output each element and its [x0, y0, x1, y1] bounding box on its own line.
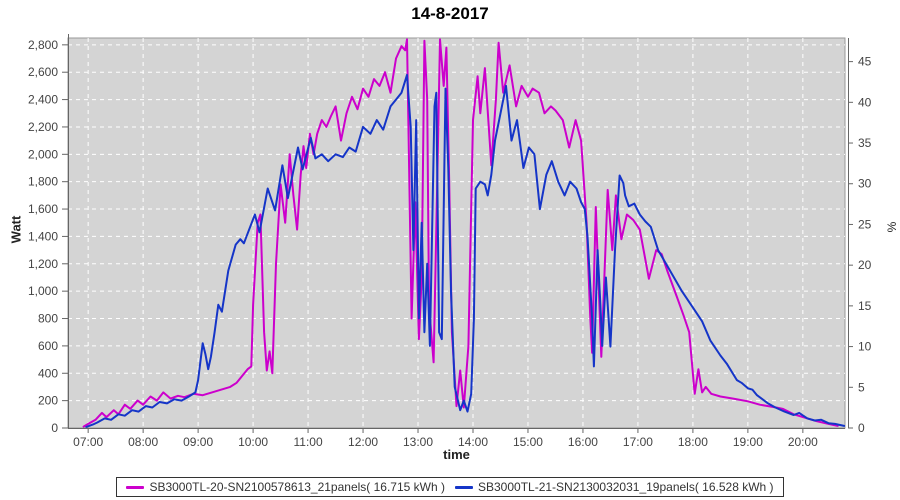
y-left-tick: 1,800 [28, 175, 58, 189]
chart-title: 14-8-2017 [411, 4, 489, 23]
y-right-tick: 20 [858, 258, 872, 272]
series-line-0 [82, 38, 839, 428]
y-right-tick: 30 [858, 177, 872, 191]
y-left-tick: 1,000 [28, 284, 58, 298]
x-tick: 15:00 [513, 435, 543, 449]
y-right-tick: 10 [858, 340, 872, 354]
y-left-tick: 600 [38, 339, 58, 353]
y-right-tick: 15 [858, 299, 872, 313]
y-right-tick: 35 [858, 136, 872, 150]
x-tick: 20:00 [788, 435, 818, 449]
y-left-tick: 0 [51, 421, 58, 435]
x-tick: 11:00 [293, 435, 322, 449]
y-left-tick: 2,600 [28, 65, 58, 79]
y-left-tick: 2,000 [28, 147, 58, 161]
x-tick: 10:00 [238, 435, 268, 449]
x-tick: 16:00 [568, 435, 598, 449]
legend-label-sb3000tl-21: SB3000TL-21-SN2130032031_19panels( 16.52… [478, 480, 774, 494]
plot-background [67, 37, 846, 429]
y-left-tick: 800 [38, 312, 58, 326]
x-axis-label: time [443, 447, 470, 462]
axes [68, 34, 849, 429]
x-tick: 07:00 [73, 435, 103, 449]
y-right-tick: 5 [858, 380, 865, 394]
tick-labels: 02004006008001,0001,2001,4001,6001,8002,… [28, 38, 872, 449]
y-left-tick: 2,800 [28, 38, 58, 52]
y-left-tick: 200 [38, 394, 58, 408]
legend-item-sb3000tl-20: SB3000TL-20-SN2100578613_21panels( 16.71… [126, 480, 445, 494]
y-right-tick: 0 [858, 421, 865, 435]
y-right-tick: 25 [858, 217, 872, 231]
x-tick: 17:00 [623, 435, 653, 449]
x-tick: 14:00 [458, 435, 488, 449]
x-tick: 09:00 [183, 435, 213, 449]
y-left-tick: 2,400 [28, 93, 58, 107]
y-right-tick: 45 [858, 55, 872, 69]
x-tick: 19:00 [733, 435, 763, 449]
legend: SB3000TL-20-SN2100578613_21panels( 16.71… [116, 477, 784, 497]
legend-swatch-magenta-icon [126, 485, 145, 489]
y-right-tick: 40 [858, 95, 872, 109]
x-tick: 13:00 [403, 435, 433, 449]
y-left-tick: 2,200 [28, 120, 58, 134]
legend-item-sb3000tl-21: SB3000TL-21-SN2130032031_19panels( 16.52… [455, 480, 774, 494]
y-left-tick: 1,600 [28, 202, 58, 216]
x-tick: 08:00 [128, 435, 158, 449]
x-tick: 12:00 [348, 435, 378, 449]
legend-label-sb3000tl-20: SB3000TL-20-SN2100578613_21panels( 16.71… [149, 480, 445, 494]
legend-swatch-blue-icon [455, 485, 473, 489]
y-left-tick: 400 [38, 366, 58, 380]
y-left-tick: 1,400 [28, 229, 58, 243]
y-left-tick: 1,200 [28, 257, 58, 271]
x-tick: 18:00 [678, 435, 708, 449]
series-line-1 [85, 73, 846, 428]
